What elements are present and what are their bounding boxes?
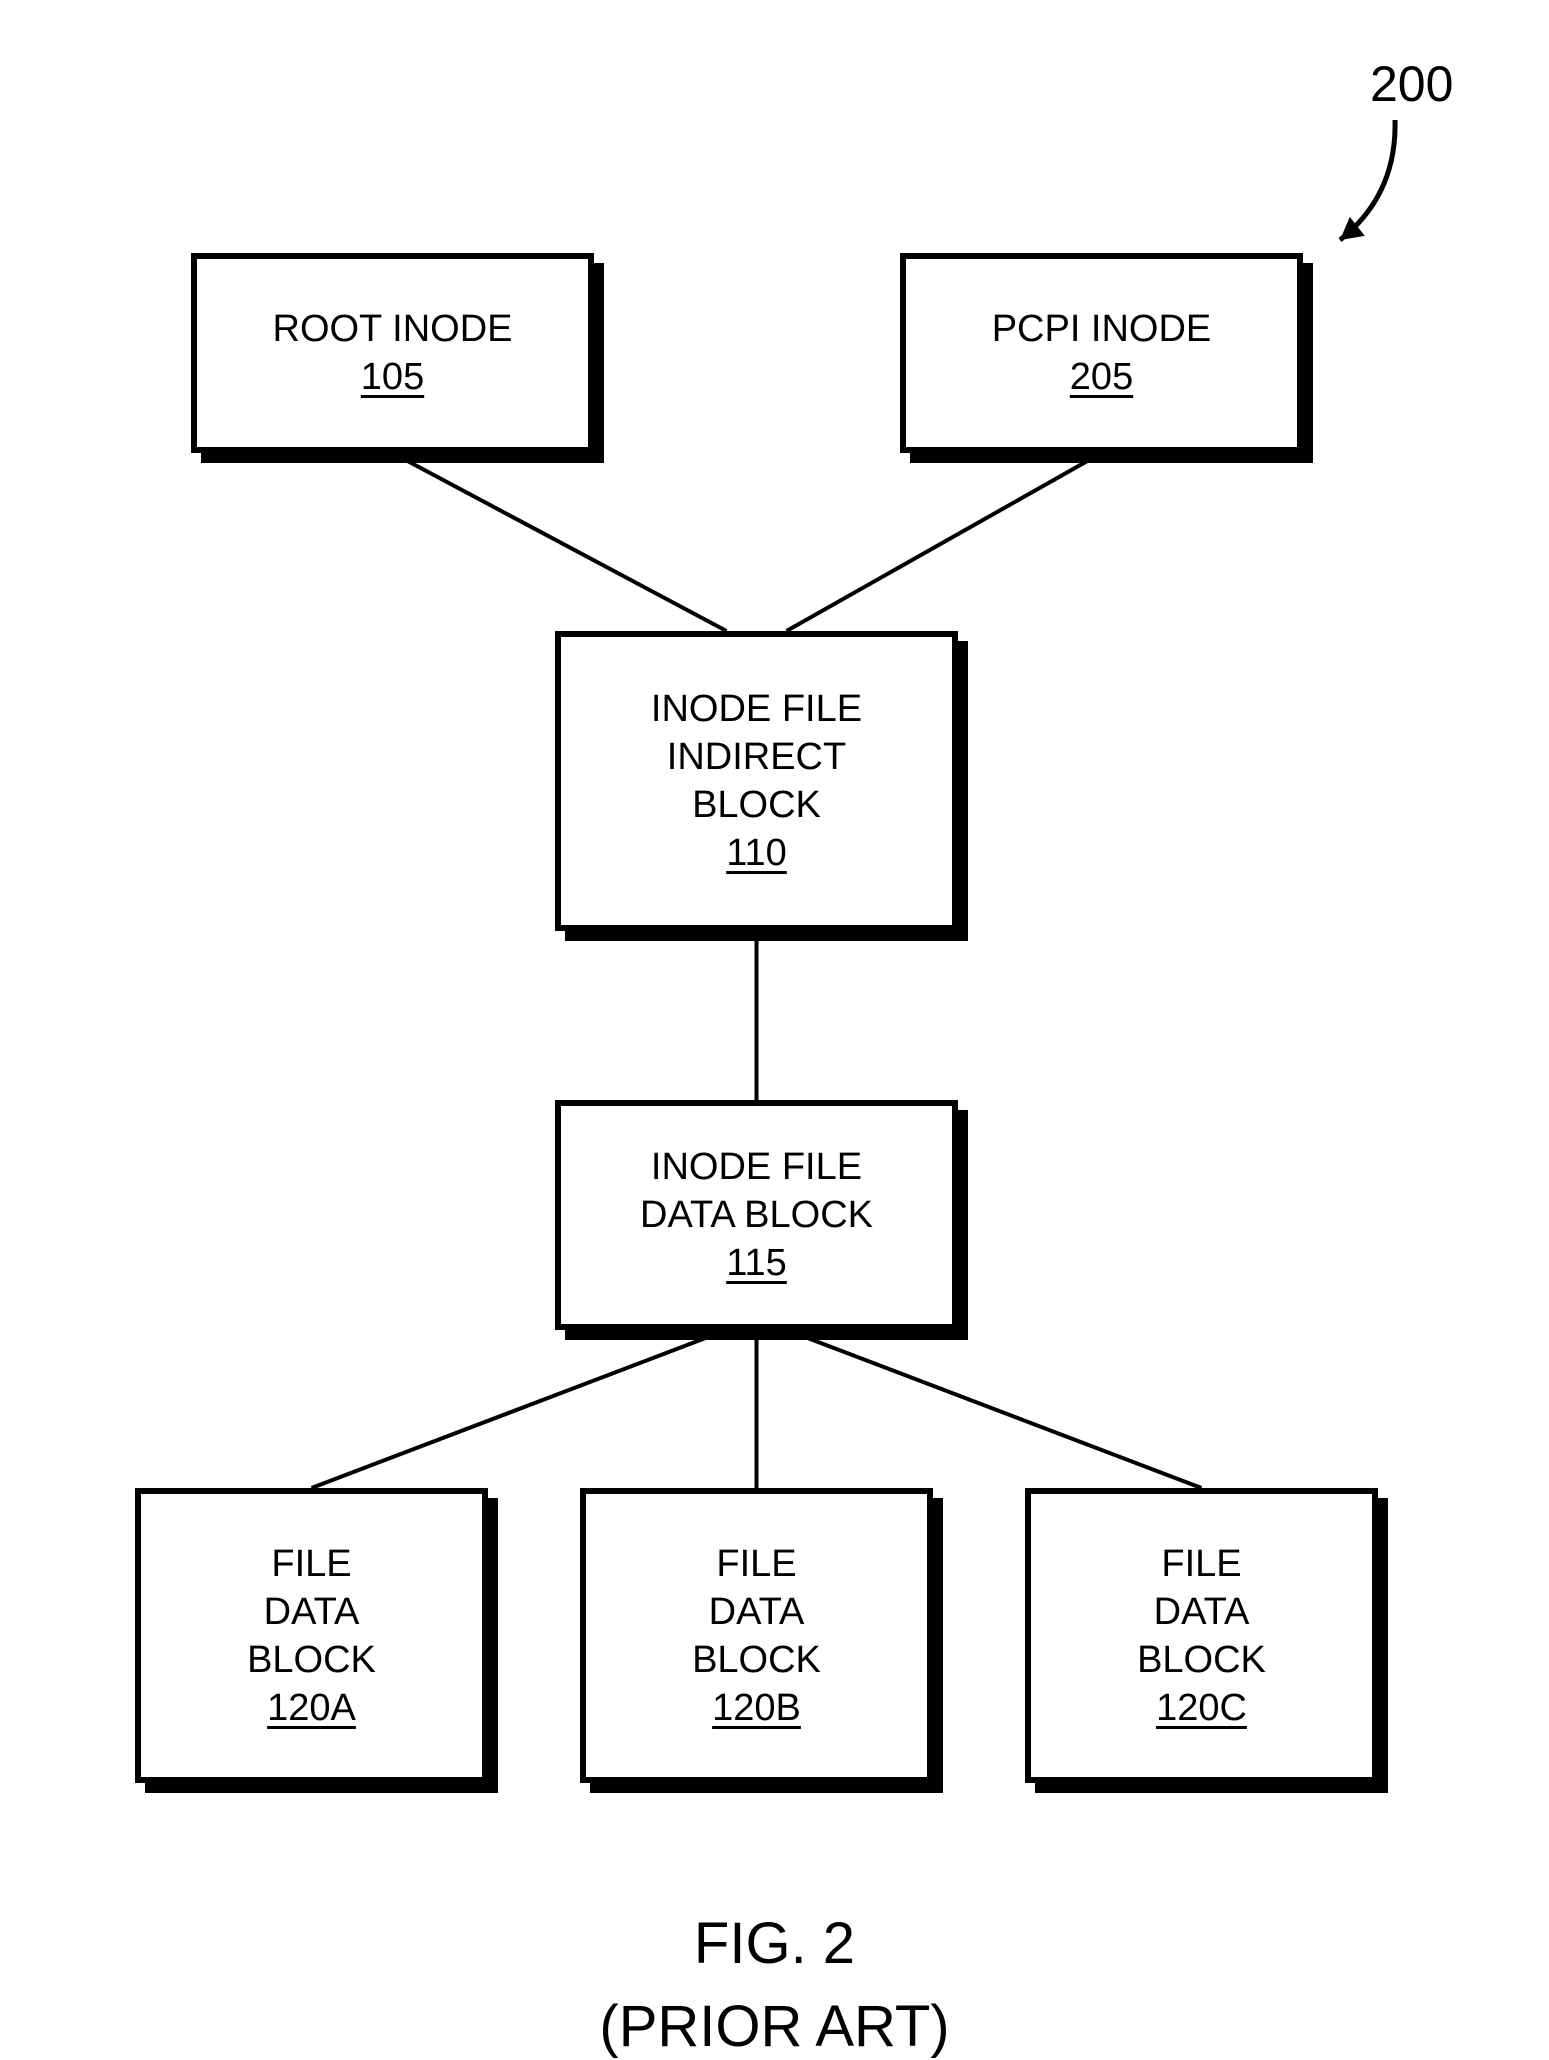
node-text-line: BLOCK	[692, 1636, 821, 1684]
edge	[312, 1330, 727, 1488]
node-ref-number: 120C	[1156, 1684, 1247, 1732]
edge	[787, 1330, 1202, 1488]
node-root: ROOT INODE105	[191, 253, 594, 453]
node-text-line: DATA	[264, 1588, 360, 1636]
node-text-line: INODE FILE	[651, 685, 862, 733]
node-file_a: FILEDATABLOCK120A	[135, 1488, 488, 1783]
edge	[393, 453, 727, 631]
node-text-line: BLOCK	[692, 781, 821, 829]
caption-line-1: FIG. 2	[0, 1910, 1549, 1977]
diagram-stage: 200 FIG. 2 (PRIOR ART) ROOT INODE105PCPI…	[0, 0, 1549, 2047]
node-file_c: FILEDATABLOCK120C	[1025, 1488, 1378, 1783]
node-text-line: DATA	[1154, 1588, 1250, 1636]
node-ref-number: 110	[726, 829, 787, 877]
edge	[787, 453, 1102, 631]
node-text-line: BLOCK	[247, 1636, 376, 1684]
node-ref-number: 120A	[267, 1684, 356, 1732]
node-text-line: PCPI INODE	[992, 305, 1212, 353]
figure-caption: FIG. 2 (PRIOR ART)	[0, 1910, 1549, 2060]
figure-number-label: 200	[1370, 55, 1453, 113]
node-ref-number: 105	[361, 353, 424, 401]
figure-number-text: 200	[1370, 56, 1453, 112]
node-indirect: INODE FILEINDIRECTBLOCK110	[555, 631, 958, 931]
figure-label-arrowhead	[1340, 217, 1365, 240]
caption-line-2: (PRIOR ART)	[0, 1993, 1549, 2060]
node-file_b: FILEDATABLOCK120B	[580, 1488, 933, 1783]
node-pcpi: PCPI INODE205	[900, 253, 1303, 453]
node-text-line: INDIRECT	[667, 733, 846, 781]
node-text-line: DATA BLOCK	[640, 1191, 873, 1239]
node-ref-number: 205	[1070, 353, 1133, 401]
node-text-line: FILE	[271, 1540, 351, 1588]
node-text-line: FILE	[716, 1540, 796, 1588]
figure-label-arrow	[1340, 120, 1395, 240]
node-text-line: BLOCK	[1137, 1636, 1266, 1684]
node-ref-number: 115	[726, 1239, 787, 1287]
node-text-line: DATA	[709, 1588, 805, 1636]
node-text-line: FILE	[1161, 1540, 1241, 1588]
node-text-line: INODE FILE	[651, 1143, 862, 1191]
node-text-line: ROOT INODE	[273, 305, 513, 353]
node-ref-number: 120B	[712, 1684, 801, 1732]
node-datablk: INODE FILEDATA BLOCK115	[555, 1100, 958, 1330]
